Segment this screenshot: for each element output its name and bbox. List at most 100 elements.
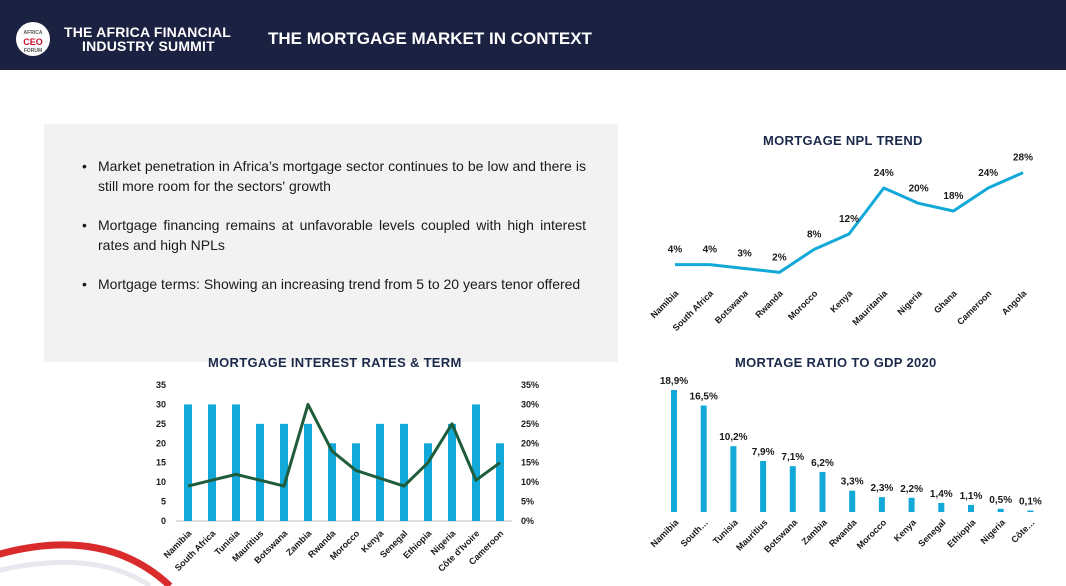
gdp-x-tick-label: South… (679, 517, 710, 548)
logo-text-line1: AFRICA (23, 30, 43, 36)
npl-x-tick-label: Nigeria (895, 288, 924, 317)
npl-x-tick-label: Botswana (713, 288, 751, 326)
npl-x-tick-label: Rwanda (753, 288, 785, 320)
gdp-x-tick-label: Zambia (800, 517, 830, 547)
rates-y-tick-label: 5 (161, 497, 166, 507)
rates-y2-tick-label: 10% (521, 477, 539, 487)
gdp-data-label: 2,3% (871, 483, 894, 494)
rates-y2-tick-label: 20% (521, 438, 539, 448)
rates-bar (232, 404, 240, 521)
bullet-text: Market penetration in Africa’s mortgage … (98, 158, 586, 194)
gdp-bar (671, 390, 677, 512)
npl-data-label: 28% (1013, 153, 1033, 164)
brand-name: THE AFRICA FINANCIAL INDUSTRY SUMMIT (64, 25, 231, 53)
rates-y2-tick-label: 25% (521, 419, 539, 429)
gdp-bar (968, 504, 974, 512)
rates-bar (208, 404, 216, 521)
rates-bar (184, 404, 192, 521)
gdp-data-label: 10,2% (719, 432, 747, 443)
gdp-bar (997, 508, 1004, 512)
gdp-bar (849, 490, 856, 512)
brand-line2: INDUSTRY SUMMIT (82, 38, 215, 54)
npl-x-tick-label: Morocco (786, 288, 820, 322)
gdp-data-label: 2,2% (900, 484, 923, 495)
header-bar: AFRICA CEO FORUM THE AFRICA FINANCIAL IN… (0, 0, 1066, 70)
gdp-bar (730, 446, 737, 512)
gdp-bar (700, 405, 707, 512)
npl-chart-title: MORTGAGE NPL TREND (763, 133, 923, 148)
gdp-chart-title: MORTAGE RATIO TO GDP 2020 (735, 355, 937, 370)
gdp-x-tick-label: Ethiopia (945, 517, 978, 550)
rates-bar (256, 423, 264, 521)
page-title: THE MORTGAGE MARKET IN CONTEXT (268, 29, 592, 48)
rates-y2-tick-label: 30% (521, 399, 539, 409)
rates-y2-tick-label: 35% (521, 380, 539, 390)
rates-y-tick-label: 25 (156, 419, 166, 429)
npl-data-label: 24% (978, 168, 998, 179)
rates-y-tick-label: 35 (156, 380, 166, 390)
gdp-data-label: 0,1% (1019, 497, 1042, 508)
africa-ceo-forum-logo: AFRICA CEO FORUM (16, 22, 50, 56)
gdp-x-tick-label: Botswana (762, 517, 800, 555)
npl-data-label: 3% (737, 249, 752, 260)
npl-data-label: 2% (772, 252, 787, 263)
gdp-data-label: 16,5% (690, 391, 718, 402)
bullet-item: • Mortgage financing remains at unfavorab… (82, 215, 586, 255)
gdp-data-label: 18,9% (660, 376, 688, 387)
rates-bar (280, 423, 288, 521)
npl-data-label: 24% (874, 168, 894, 179)
gdp-x-tick-label: Kenya (892, 517, 919, 544)
npl-data-label: 18% (943, 191, 963, 202)
npl-x-tick-label: Mauritania (850, 288, 890, 328)
gdp-data-label: 7,1% (781, 452, 804, 463)
gdp-data-label: 7,9% (752, 447, 775, 458)
logo-text-line3: FORUM (23, 48, 43, 54)
rates-y2-tick-label: 0% (521, 516, 534, 526)
bullet-item: • Market penetration in Africa’s mortgage… (82, 156, 586, 196)
npl-data-label: 20% (909, 183, 929, 194)
gdp-x-tick-label: Nigeria (978, 517, 1007, 546)
gdp-bar (819, 471, 826, 512)
bullet-list: • Market penetration in Africa’s mortgage… (82, 156, 586, 313)
gdp-data-label: 1,4% (930, 489, 953, 500)
bullet-icon: • (82, 158, 87, 174)
rates-bar (472, 404, 480, 521)
npl-data-label: 8% (807, 229, 822, 240)
rates-bar (328, 443, 336, 521)
rates-bar (448, 423, 456, 521)
rates-chart-title: MORTGAGE INTEREST RATES & TERM (208, 355, 462, 370)
rates-y-tick-label: 20 (156, 438, 166, 448)
rates-y2-tick-label: 15% (521, 458, 539, 468)
bullet-icon: • (82, 217, 87, 233)
rates-bar (376, 423, 384, 521)
bullet-text: Mortgage terms: Showing an increasing tr… (98, 276, 581, 292)
npl-x-tick-label: Cameroon (955, 288, 994, 327)
npl-series-line (675, 171, 1024, 274)
bullet-item: • Mortgage terms: Showing an increasing t… (82, 274, 586, 294)
npl-data-label: 4% (703, 245, 718, 256)
rates-term-line (187, 402, 501, 488)
gdp-bar (760, 461, 767, 512)
npl-x-tick-label: Angola (1000, 288, 1029, 317)
rates-bar (400, 423, 408, 521)
bullet-text: Mortgage financing remains at unfavorabl… (98, 217, 586, 253)
gdp-data-label: 6,2% (811, 458, 834, 469)
gdp-x-tick-label: Senegal (916, 517, 947, 548)
gdp-bar (878, 497, 885, 512)
npl-x-tick-label: Ghana (932, 288, 960, 316)
brand-line1: THE AFRICA FINANCIAL (64, 24, 232, 40)
npl-data-label: 12% (839, 214, 859, 225)
rates-bar (424, 443, 432, 521)
rates-bar (496, 443, 504, 521)
gdp-data-label: 1,1% (960, 491, 983, 502)
rates-bar (352, 443, 360, 521)
gdp-bar (908, 497, 915, 512)
summary-panel: • Market penetration in Africa’s mortgage… (44, 124, 618, 362)
rates-y-tick-label: 30 (156, 399, 166, 409)
rates-y2-tick-label: 5% (521, 497, 534, 507)
npl-x-tick-label: Kenya (828, 288, 855, 315)
gdp-data-label: 0,5% (989, 495, 1012, 506)
gdp-bar (1027, 510, 1034, 512)
